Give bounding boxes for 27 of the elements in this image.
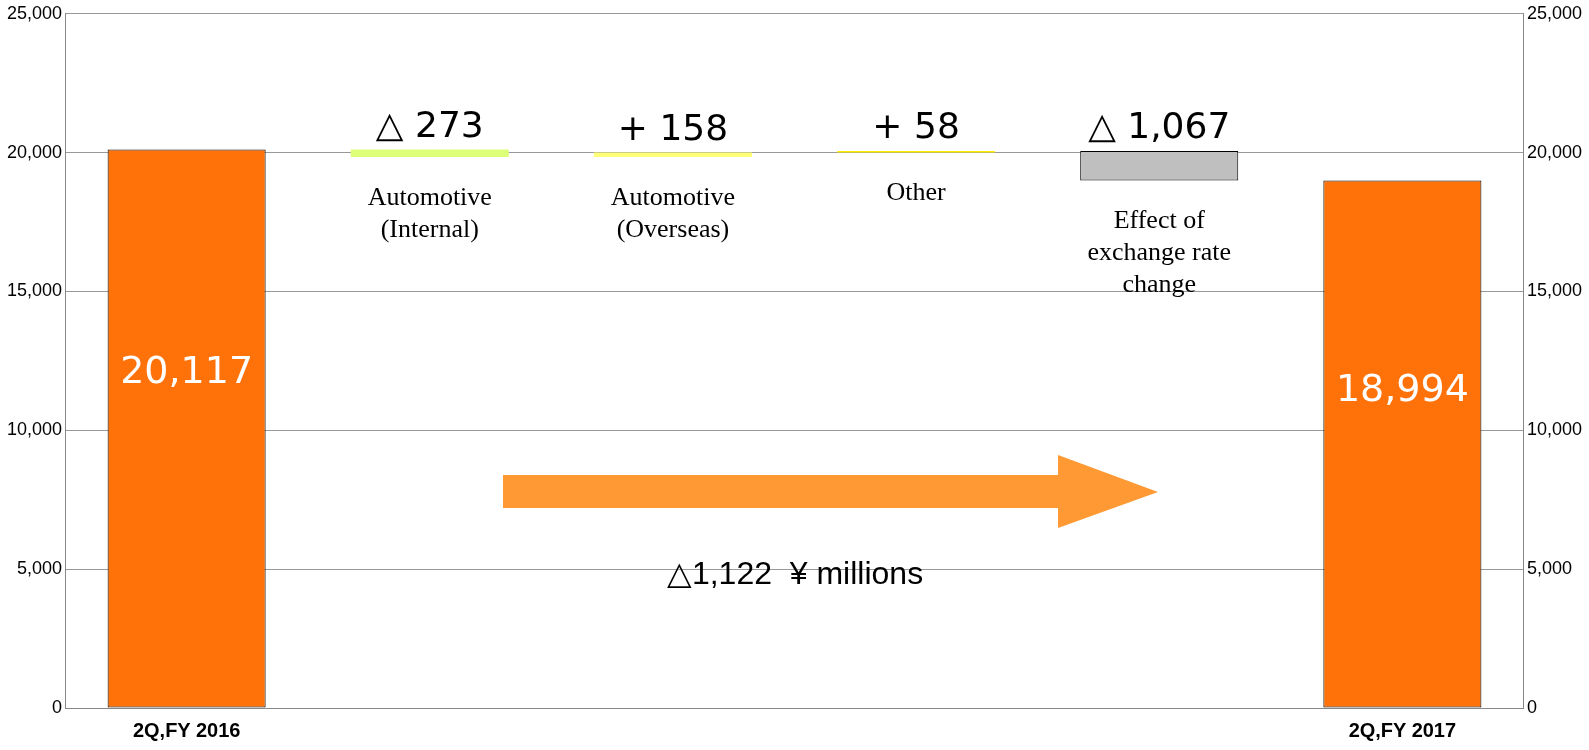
x-tick-label: Effect of exchange rate change	[1087, 205, 1232, 299]
bar	[593, 152, 752, 157]
y-tick-label: 5,000	[17, 558, 63, 579]
data-label: 18,994	[1335, 366, 1469, 411]
y2-tick-label: 15,000	[1526, 280, 1583, 301]
x-tick-label: Other	[886, 177, 947, 207]
y2-tick-label: 25,000	[1526, 2, 1583, 23]
y2-tick-label: 10,000	[1526, 419, 1583, 440]
y-tick-label: 15,000	[6, 280, 63, 301]
y2-tick-label: 5,000	[1526, 558, 1572, 579]
y-tick-label: 20,000	[6, 141, 63, 162]
y-tick-label: 10,000	[6, 419, 63, 440]
x-tick-label: 2Q,FY 2016	[132, 718, 241, 741]
data-label: △ 273	[375, 103, 484, 145]
x-tick-label: Automotive (Internal)	[367, 181, 492, 243]
y-tick-label: 0	[52, 696, 63, 717]
data-label: △ 1,067	[1088, 105, 1231, 147]
y2-tick-label: 20,000	[1526, 141, 1583, 162]
bar	[350, 149, 509, 157]
x-tick-label: Automotive (Overseas)	[610, 181, 736, 243]
annotation: △1,122 ¥ millions	[666, 554, 924, 591]
data-label: + 158	[617, 106, 729, 148]
x-tick-label: 2Q,FY 2017	[1348, 718, 1457, 741]
data-label: 20,117	[120, 347, 254, 392]
y-tick-label: 25,000	[6, 2, 63, 23]
data-label: + 58	[872, 105, 960, 147]
y2-tick-label: 0	[1526, 696, 1537, 717]
